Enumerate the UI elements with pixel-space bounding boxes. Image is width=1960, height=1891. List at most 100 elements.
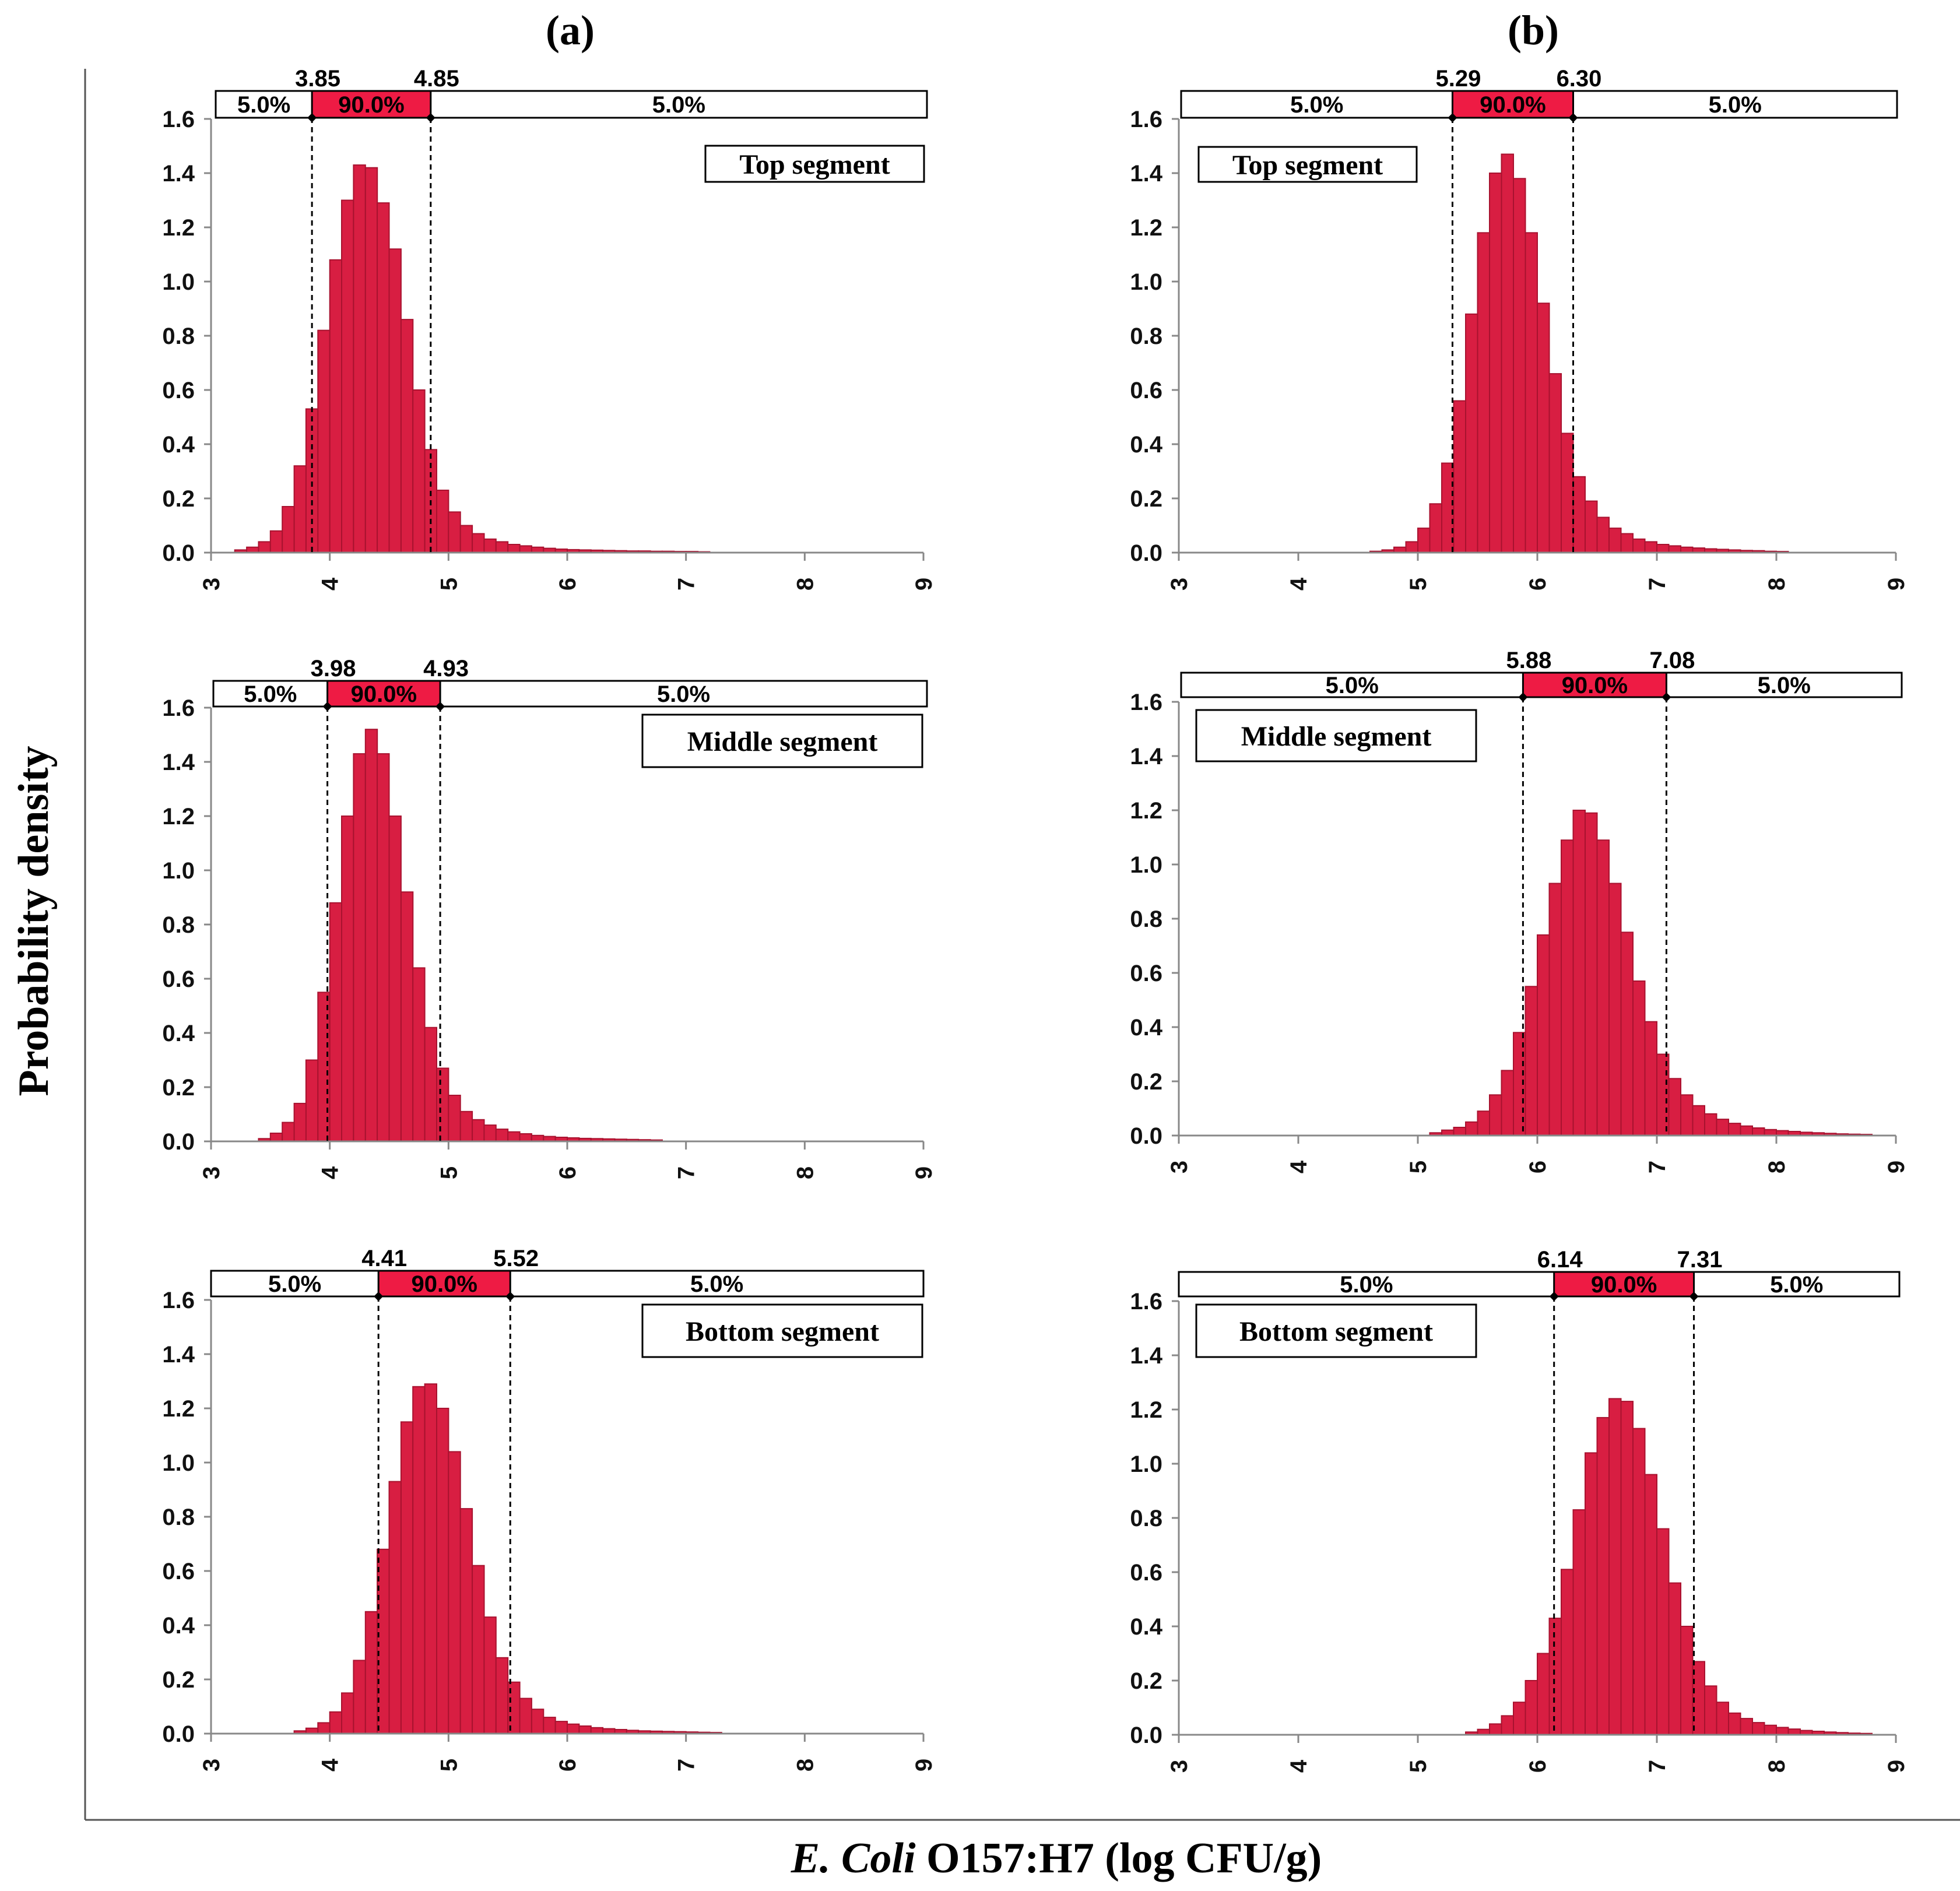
histogram-bar — [472, 1119, 485, 1143]
histogram-bar — [412, 389, 426, 553]
histogram-bar — [472, 533, 485, 553]
x-axis-title: E. Coli O157:H7 (log CFU/g) — [791, 1834, 1322, 1882]
histogram-bar — [329, 902, 343, 1143]
x-tick-label: 9 — [1884, 1161, 1909, 1173]
histogram-bar — [377, 202, 390, 554]
histogram-bar — [519, 545, 532, 554]
histogram-bar — [341, 1692, 354, 1735]
band-label-right: 5.0% — [690, 1271, 743, 1297]
interval-high-label: 6.30 — [1557, 66, 1602, 92]
x-tick-label: 4 — [318, 577, 343, 591]
band-label-left: 5.0% — [268, 1271, 321, 1297]
band-label-middle: 90.0% — [1591, 1272, 1657, 1298]
histogram-bar — [448, 1451, 461, 1734]
y-tick-label: 1.0 — [1130, 269, 1162, 295]
x-tick-label: 6 — [555, 1759, 581, 1772]
interval-high-label: 7.08 — [1649, 648, 1695, 673]
histogram-bar — [424, 1383, 437, 1734]
histogram-bar — [1764, 1724, 1777, 1735]
interval-marker — [1689, 1292, 1699, 1301]
histogram-bar — [1465, 1121, 1478, 1137]
histogram-bar — [1680, 1094, 1694, 1137]
histogram-bar — [531, 1709, 545, 1734]
histogram-bar — [364, 167, 378, 553]
histogram-bar — [1632, 538, 1646, 554]
interval-marker — [505, 1292, 515, 1301]
histogram-bar — [1537, 1653, 1550, 1735]
x-tick-label: 6 — [555, 1166, 581, 1179]
y-tick-label: 0.0 — [1130, 1723, 1162, 1748]
histogram-bar — [472, 1565, 485, 1734]
band-label-left: 5.0% — [244, 681, 297, 707]
histogram-bar — [412, 967, 426, 1143]
histogram-bar — [400, 891, 414, 1142]
x-tick-label: 9 — [1884, 578, 1909, 591]
band-label-left: 5.0% — [1326, 673, 1379, 698]
histogram-bar — [1561, 839, 1574, 1136]
histogram-bar — [1680, 1626, 1694, 1735]
y-tick-label: 0.2 — [162, 1667, 195, 1693]
x-tick-label: 4 — [1286, 1160, 1312, 1173]
segment-title: Bottom segment — [686, 1316, 879, 1347]
histogram-bar — [1429, 503, 1442, 553]
band-label-right: 5.0% — [652, 92, 705, 118]
chart-panel-a-top: 0.0 0.2 0.4 0.6 0.8 1.0 1.2 1.4 1.6 3 4 5 6 7 8 9 5.0% 90… — [162, 66, 937, 591]
histogram-bar — [329, 1711, 343, 1735]
histogram-bar — [388, 816, 402, 1142]
x-tick-label: 5 — [436, 578, 462, 591]
y-tick-label: 0.4 — [1130, 432, 1162, 458]
histogram-bar — [1489, 1094, 1502, 1137]
interval-high-label: 5.52 — [493, 1246, 539, 1271]
histogram-bar — [1716, 1119, 1729, 1136]
y-tick-label: 0.0 — [1130, 1123, 1162, 1149]
histogram-bar — [329, 259, 343, 553]
histogram-bar — [436, 1408, 449, 1734]
histogram-bar — [1764, 1129, 1777, 1137]
chart-panel-b-top: 0.0 0.2 0.4 0.6 0.8 1.0 1.2 1.4 1.6 3 4 5 6 7 8 9 5.0% 90… — [1130, 66, 1909, 591]
y-tick-label: 1.0 — [1130, 1451, 1162, 1477]
y-tick-label: 0.0 — [162, 1129, 195, 1155]
histogram-bar — [1644, 541, 1657, 554]
chart-panel-b-mid: 0.0 0.2 0.4 0.6 0.8 1.0 1.2 1.4 1.6 3 4 5 6 7 8 9 5.0% 90… — [1130, 648, 1909, 1173]
histogram-bar — [507, 1131, 521, 1142]
band-label-middle: 90.0% — [1562, 673, 1628, 698]
y-tick-label: 1.2 — [1130, 1397, 1162, 1423]
x-tick-label: 3 — [199, 578, 224, 591]
histogram-bar — [1417, 528, 1431, 553]
y-tick-label: 0.6 — [1130, 378, 1162, 403]
y-tick-label: 0.6 — [1130, 961, 1162, 986]
x-tick-label: 3 — [1167, 1760, 1192, 1773]
histogram-bar — [459, 1508, 473, 1735]
y-tick-label: 1.2 — [162, 1396, 195, 1422]
band-label-right: 5.0% — [1758, 673, 1811, 698]
histogram-bar — [554, 1721, 568, 1735]
histogram-bar — [341, 816, 354, 1142]
histogram-bar — [364, 729, 378, 1142]
y-tick-label: 0.6 — [162, 966, 195, 992]
interval-high-label: 4.93 — [423, 656, 469, 681]
histogram-bar — [1561, 433, 1574, 554]
y-tick-label: 0.2 — [1130, 1069, 1162, 1095]
segment-title-box — [1195, 709, 1477, 762]
band-label-middle: 90.0% — [411, 1271, 477, 1297]
histogram-bar — [353, 753, 366, 1142]
x-tick-label: 7 — [1645, 578, 1670, 591]
histogram-bar — [531, 1134, 545, 1143]
y-tick-label: 0.6 — [1130, 1560, 1162, 1586]
y-tick-label: 1.2 — [1130, 798, 1162, 824]
y-tick-label: 0.4 — [162, 1613, 195, 1639]
y-axis-title: Probability density — [10, 746, 58, 1096]
x-tick-label: 3 — [199, 1166, 224, 1179]
y-tick-label: 0.0 — [1130, 540, 1162, 566]
histogram-bar — [424, 1027, 437, 1142]
histogram-bar — [1513, 178, 1526, 553]
histogram-bar — [1548, 1618, 1562, 1736]
histogram-bar — [1572, 1509, 1586, 1736]
x-axis-title-unit: O157:H7 (log CFU/g) — [916, 1834, 1322, 1882]
x-tick-label: 4 — [1286, 1759, 1312, 1773]
y-tick-label: 1.0 — [162, 269, 195, 295]
histogram-bar — [590, 1727, 604, 1735]
histogram-bar — [495, 1129, 509, 1142]
segment-title-box — [641, 1303, 923, 1358]
histogram-bar — [1477, 1110, 1490, 1136]
